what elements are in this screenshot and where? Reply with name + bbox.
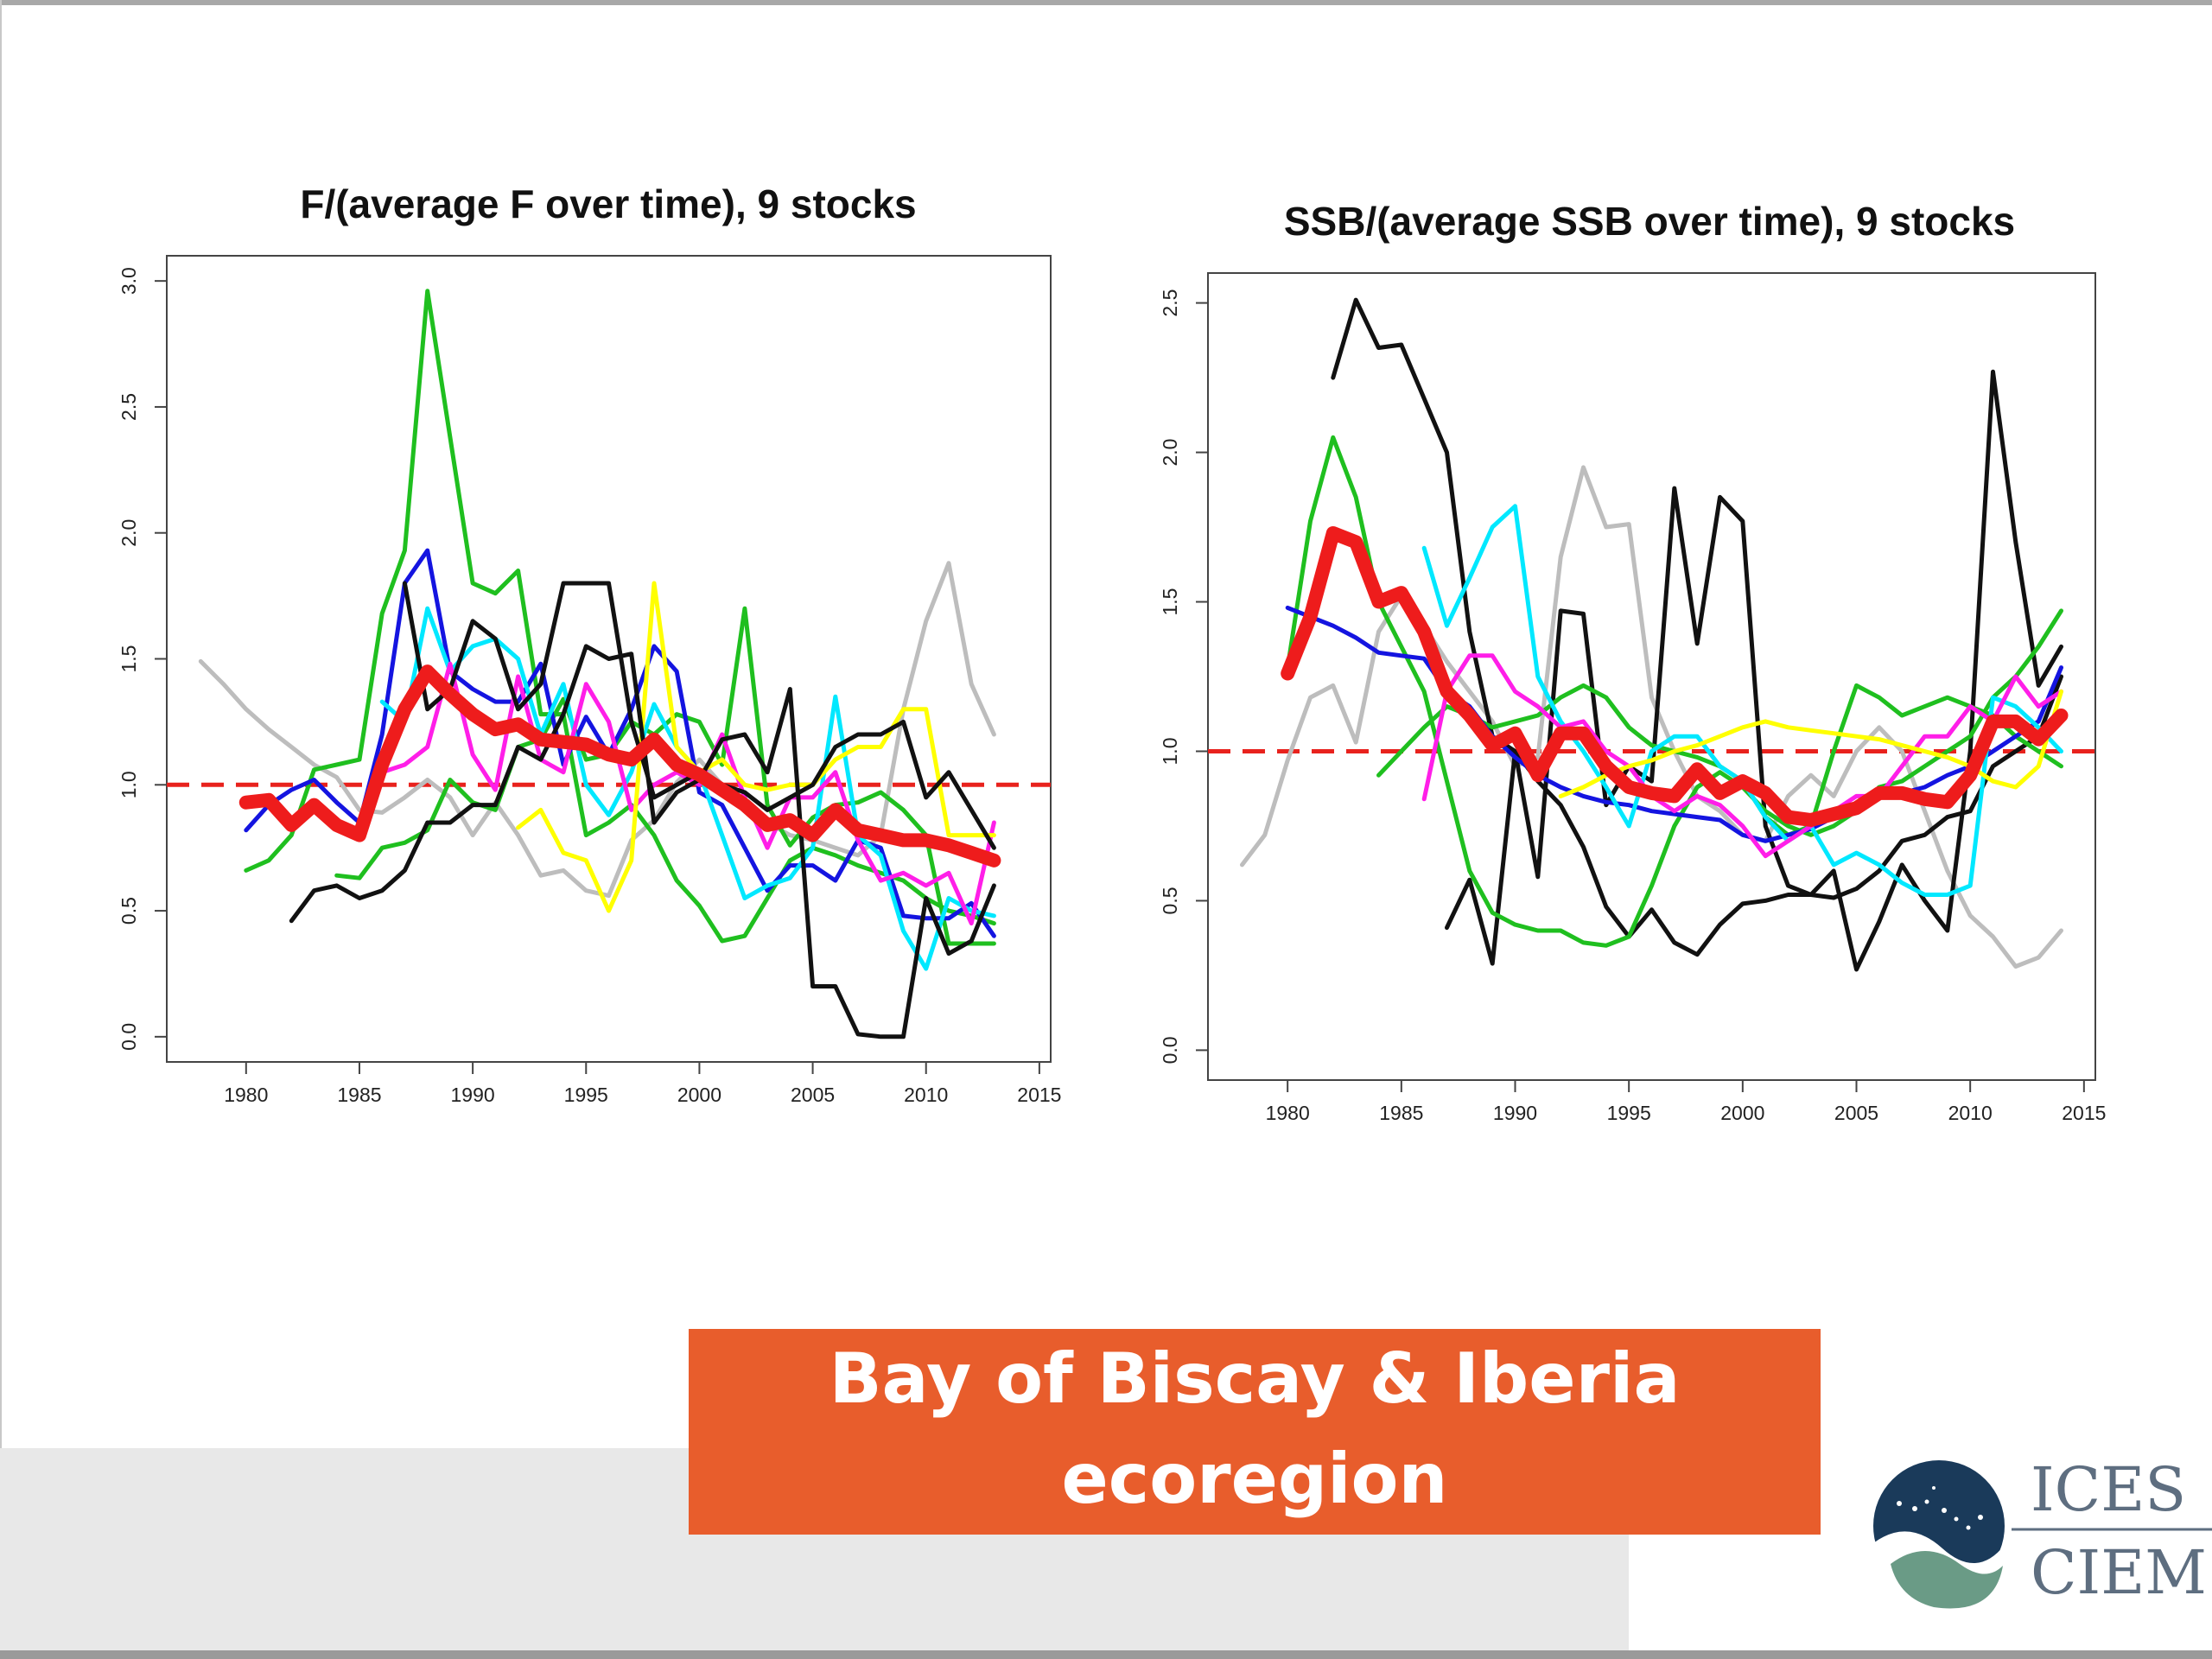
ssb-y-tick-label: 2.0	[1159, 439, 1181, 467]
f-x-tick-label: 1990	[451, 1084, 495, 1106]
f-x-tick-label: 2000	[677, 1084, 721, 1106]
slide-top-border	[0, 0, 2212, 5]
ices-ciem-logo: ICES CIEM	[1873, 1454, 2212, 1624]
ssb-x-tick-label: 2010	[1948, 1102, 1993, 1124]
slide-left-border	[0, 0, 2, 1659]
f-x-tick-label: 2015	[1017, 1084, 1061, 1106]
f-y-tick-label: 2.0	[118, 519, 140, 547]
f-ratio-chart: F/(average F over time), 9 stocks 1980 198…	[118, 181, 1061, 1106]
f-chart-title: F/(average F over time), 9 stocks	[300, 181, 916, 226]
ssb-series-stock-magenta	[1421, 653, 2063, 859]
slide-bottom-border	[0, 1650, 2212, 1659]
ssb-chart-title: SSB/(average SSB over time), 9 stocks	[1284, 199, 2015, 244]
ssb-y-tick-label: 0.5	[1159, 887, 1181, 914]
f-y-tick-label: 2.5	[118, 393, 140, 421]
f-series-stock-yellow	[516, 581, 996, 913]
ssb-x-tick-label: 2005	[1834, 1102, 1878, 1124]
banner-title-line2: ecoregion	[1061, 1439, 1448, 1519]
f-series-mean	[238, 664, 1001, 868]
f-series-stock-grey	[198, 561, 996, 899]
f-series-stock-black-1	[289, 644, 996, 1039]
f-y-tick-label: 0.5	[118, 897, 140, 925]
ssb-series-mean	[1281, 526, 2069, 827]
logo-globe-icon	[1873, 1460, 2005, 1624]
f-x-tick-label: 2010	[904, 1084, 948, 1106]
ssb-x-tick-label: 1995	[1607, 1102, 1651, 1124]
ssb-x-tick-label: 2000	[1720, 1102, 1764, 1124]
f-x-tick-label: 2005	[791, 1084, 835, 1106]
f-y-tick-label: 1.0	[118, 771, 140, 798]
ssb-y-tick-label: 1.0	[1159, 737, 1181, 765]
ssb-x-tick-label: 2015	[2062, 1102, 2106, 1124]
ssb-series-stock-blue	[1285, 605, 2063, 843]
ecoregion-banner: Bay of Biscay & Iberia ecoregion	[689, 1329, 1821, 1535]
f-y-tick-label: 0.0	[118, 1023, 140, 1051]
ssb-x-tick-label: 1985	[1379, 1102, 1423, 1124]
f-series-group	[167, 289, 1051, 1039]
ssb-x-tick-label: 1980	[1266, 1102, 1310, 1124]
f-x-tick-label: 1980	[224, 1084, 268, 1106]
ssb-y-tick-label: 0.0	[1159, 1036, 1181, 1064]
ssb-x-tick-label: 1990	[1493, 1102, 1537, 1124]
ssb-series-group	[1208, 297, 2095, 972]
ssb-ratio-chart: SSB/(average SSB over time), 9 stocks 198…	[1159, 199, 2106, 1124]
logo-text-ices: ICES	[2031, 1454, 2186, 1525]
f-x-tick-label: 1995	[564, 1084, 608, 1106]
ssb-plot-frame	[1207, 272, 2096, 1081]
f-y-tick-label: 3.0	[118, 267, 140, 295]
ssb-series-stock-black-2	[1445, 674, 2063, 966]
f-y-tick-label: 1.5	[118, 645, 140, 673]
logo-text-ciem: CIEM	[2031, 1537, 2207, 1608]
ssb-series-stock-grey	[1240, 465, 2063, 969]
f-x-tick-label: 1985	[337, 1084, 381, 1106]
ssb-y-tick-label: 2.5	[1159, 289, 1181, 317]
ssb-series-stock-black-1	[1331, 297, 2063, 972]
f-series-stock-green-1	[244, 289, 996, 944]
ssb-y-tick-label: 1.5	[1159, 588, 1181, 616]
banner-title-line1: Bay of Biscay & Iberia	[829, 1338, 1681, 1419]
ssb-series-stock-green-1	[1285, 435, 2063, 948]
